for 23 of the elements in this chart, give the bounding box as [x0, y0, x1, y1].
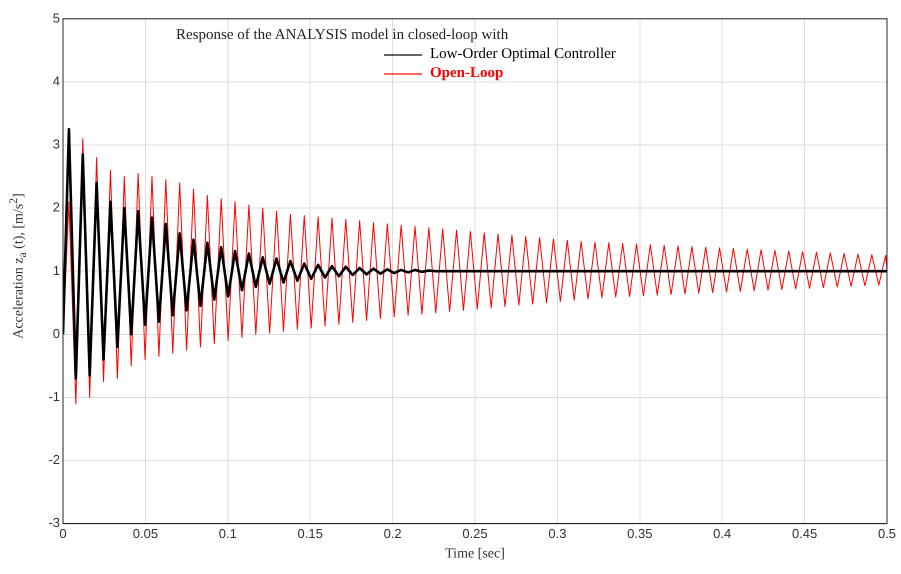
y-tick-label: -3	[48, 515, 60, 530]
x-tick-label: 0.45	[792, 526, 818, 541]
y-tick-label: 3	[52, 136, 60, 152]
legend-label: Low-Order Optimal Controller	[430, 45, 616, 64]
x-axis-title: Time [sec]	[445, 546, 505, 562]
x-tick-label: 0.25	[462, 526, 488, 541]
x-tick-label: 0.35	[627, 526, 652, 541]
legend-title: Response of the ANALYSIS model in closed-loop with	[176, 26, 510, 45]
y-tick-label: 5	[52, 10, 60, 26]
y-tick-label: 0	[52, 326, 60, 341]
y-tick-label: 2	[52, 200, 60, 215]
x-tick-label: 0.3	[548, 526, 566, 541]
x-tick-label: 0.15	[298, 526, 323, 541]
y-tick-label: 4	[52, 73, 60, 88]
x-tick-label: 0.1	[218, 526, 237, 541]
y-tick-label: 1	[52, 262, 60, 278]
y-tick-label: -2	[48, 452, 60, 468]
y-tick-label: -1	[48, 388, 60, 404]
x-tick-label: 0.05	[132, 526, 158, 541]
x-tick-label: 0.2	[384, 526, 402, 541]
x-tick-label: 0.5	[878, 526, 896, 541]
legend-label: Open-Loop	[430, 64, 504, 83]
x-tick-label: 0.4	[713, 526, 732, 541]
